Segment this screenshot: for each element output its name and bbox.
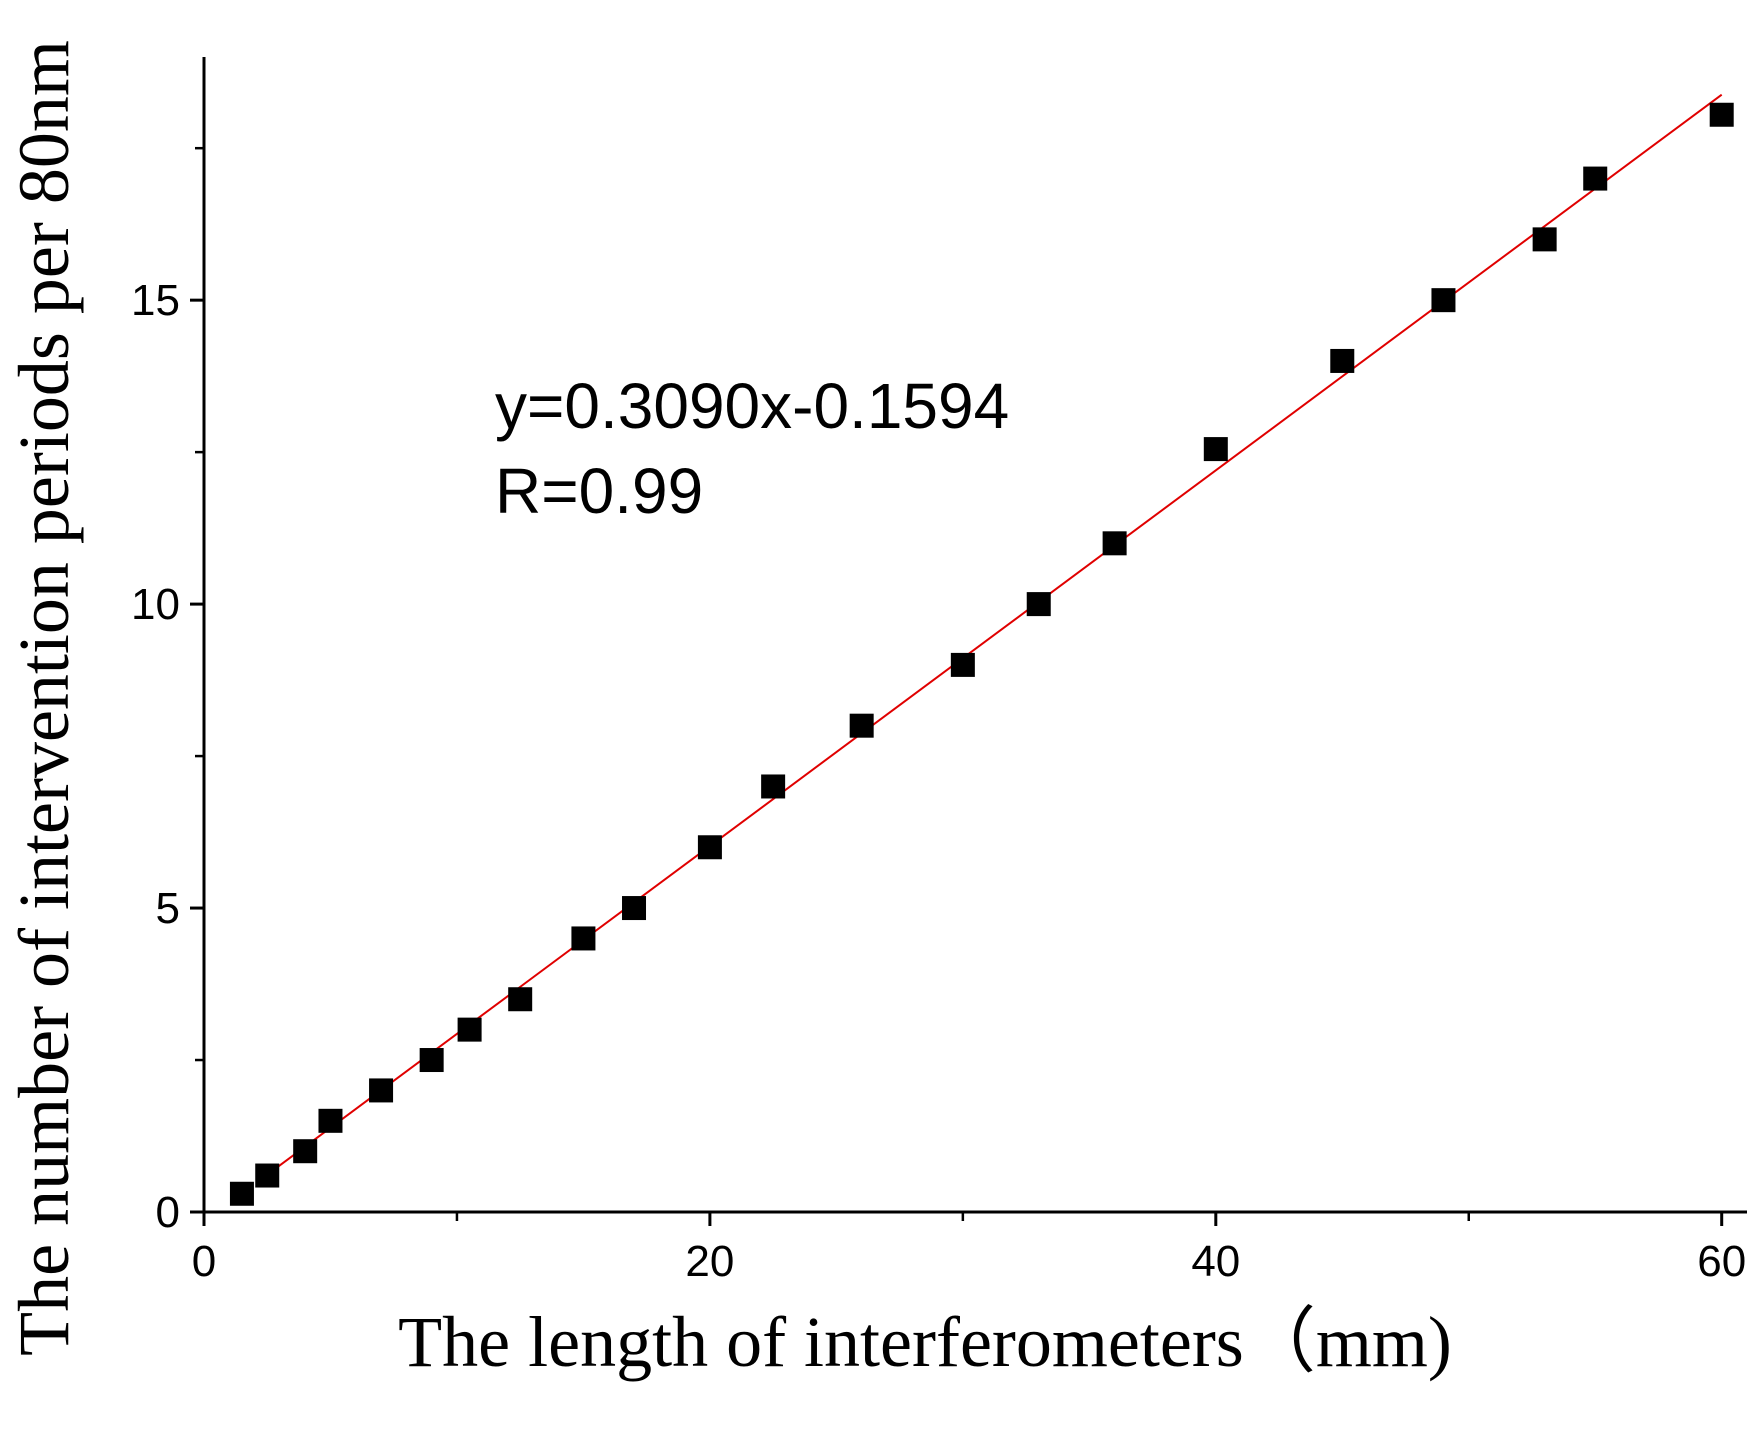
data-point — [1532, 227, 1557, 252]
y-tick-label: 0 — [156, 1188, 180, 1237]
data-point — [318, 1108, 343, 1133]
data-point — [950, 652, 975, 677]
data-point — [1102, 531, 1127, 556]
x-tick-label: 0 — [192, 1237, 216, 1286]
x-axis-title: The length of interferometers（mm) — [398, 1302, 1452, 1382]
data-point — [1330, 348, 1355, 373]
data-point — [457, 1017, 482, 1042]
y-tick-label: 10 — [131, 580, 180, 629]
data-point — [1026, 592, 1051, 617]
y-tick-label: 5 — [156, 884, 180, 933]
x-tick-label: 40 — [1191, 1237, 1240, 1286]
fit-line — [266, 93, 1723, 1176]
data-point — [1431, 288, 1456, 313]
data-point — [622, 896, 647, 921]
data-point — [571, 926, 596, 951]
data-point — [849, 713, 874, 738]
y-tick-label: 15 — [131, 276, 180, 325]
fit-r-value: R=0.99 — [495, 455, 703, 527]
data-point — [1203, 437, 1228, 462]
data-points — [229, 102, 1734, 1206]
data-point — [1709, 102, 1734, 127]
fit-equation: y=0.3090x-0.1594 — [495, 370, 1009, 442]
major-ticks — [190, 298, 1724, 1226]
data-point — [419, 1048, 444, 1073]
tick-labels: 0 20 40 60 0 5 10 15 — [131, 276, 1746, 1286]
plot-frame — [202, 57, 1747, 1214]
data-point — [229, 1181, 254, 1206]
data-point — [255, 1163, 280, 1188]
data-point — [369, 1078, 394, 1103]
y-axis-title: The number of intervention periods per 8… — [4, 40, 84, 1356]
data-point — [293, 1139, 318, 1164]
data-point — [697, 835, 722, 860]
data-point — [761, 774, 786, 799]
x-tick-label: 60 — [1697, 1237, 1746, 1286]
minor-ticks — [195, 146, 1471, 1221]
data-point — [1583, 166, 1608, 191]
fit-layer — [266, 93, 1723, 1176]
data-point — [508, 987, 533, 1012]
x-tick-label: 20 — [685, 1237, 734, 1286]
